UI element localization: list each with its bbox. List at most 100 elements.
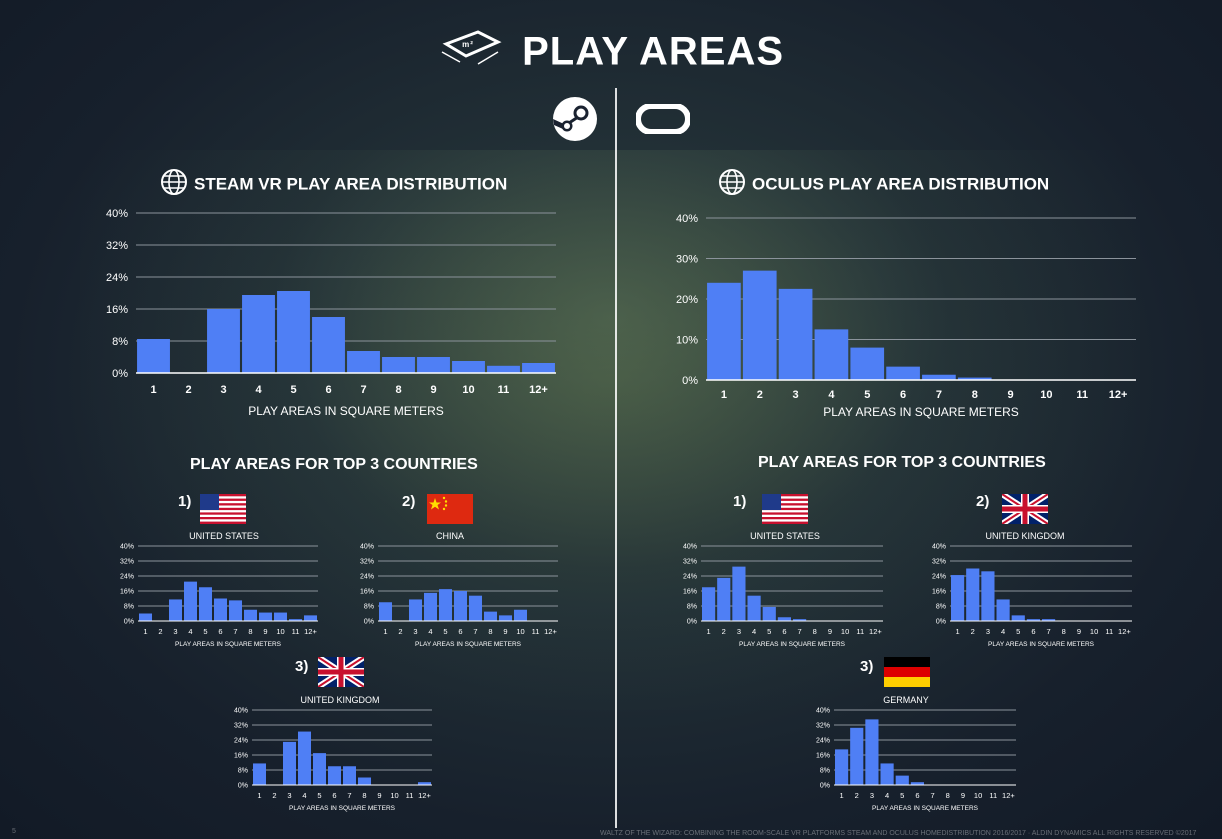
x-tick-label: 10 bbox=[516, 627, 524, 636]
x-tick-label: 5 bbox=[900, 791, 904, 800]
steam-country-2-rank: 2) bbox=[402, 493, 416, 510]
x-tick-label: 12+ bbox=[1002, 791, 1015, 800]
bar-1 bbox=[835, 749, 849, 785]
x-tick-label: 7 bbox=[930, 791, 934, 800]
x-tick-label: 4 bbox=[1001, 627, 1005, 636]
y-tick-label: 0% bbox=[124, 618, 134, 625]
x-tick-label: 4 bbox=[752, 627, 756, 636]
steam-cn-chart: 0% 8% 16% 24% 32% 40% 1 2 3 4 5 6 7 8 9 10 11 12+ PLAY ARE… bbox=[338, 540, 563, 655]
bar-1 bbox=[139, 613, 152, 621]
steam-us-chart-svg: 0% 8% 16% 24% 32% 40% 1 2 3 4 5 6 7 8 9 10 11 12+ PLAY ARE… bbox=[120, 543, 318, 648]
x-tick-label: 6 bbox=[332, 791, 336, 800]
x-tick-label: 2 bbox=[757, 389, 763, 401]
x-axis-label: PLAY AREAS IN SQUARE METERS bbox=[988, 641, 1095, 648]
x-tick-label: 3 bbox=[793, 389, 799, 401]
page-number: 5 bbox=[12, 828, 16, 835]
y-tick-label: 32% bbox=[932, 558, 946, 565]
x-tick-label: 9 bbox=[430, 384, 436, 396]
steam-country-1-name: UNITED STATES bbox=[189, 531, 259, 541]
y-tick-label: 40% bbox=[676, 213, 698, 225]
uk-flag bbox=[1000, 491, 1050, 529]
bar-4 bbox=[424, 592, 437, 621]
bar-6 bbox=[886, 366, 920, 380]
bar-6 bbox=[214, 598, 227, 621]
germany-flag bbox=[884, 657, 930, 692]
svg-text:m²: m² bbox=[462, 40, 474, 49]
x-tick-label: 1 bbox=[257, 791, 261, 800]
oculus-country-2-rank: 2) bbox=[976, 493, 990, 510]
x-tick-label: 11 bbox=[532, 627, 540, 636]
x-tick-label: 6 bbox=[458, 627, 462, 636]
y-tick-label: 0% bbox=[364, 618, 374, 625]
x-tick-label: 1 bbox=[721, 389, 727, 401]
bar-3 bbox=[865, 719, 879, 785]
x-tick-label: 3 bbox=[220, 384, 226, 396]
bar-9 bbox=[499, 615, 512, 621]
x-tick-label: 4 bbox=[302, 791, 306, 800]
y-tick-label: 0% bbox=[936, 618, 946, 625]
y-tick-label: 24% bbox=[816, 737, 830, 744]
bar-3 bbox=[778, 288, 813, 380]
steam-main-chart-svg: 0% 8% 16% 24% 32% 40% 1 2 3 4 5 6 7 8 9 10 11 12+ PLAY ARE… bbox=[106, 208, 556, 418]
x-axis-label: PLAY AREAS IN SQUARE METERS bbox=[823, 405, 1019, 419]
x-tick-label: 12+ bbox=[869, 627, 882, 636]
bar-1 bbox=[379, 602, 392, 621]
x-tick-label: 6 bbox=[915, 791, 919, 800]
us-flag bbox=[762, 494, 808, 529]
steam-cn-chart-svg: 0% 8% 16% 24% 32% 40% 1 2 3 4 5 6 7 8 9 10 11 12+ PLAY ARE… bbox=[360, 543, 558, 648]
bar-5 bbox=[762, 606, 776, 621]
x-tick-label: 2 bbox=[158, 627, 162, 636]
steam-uk-chart: 0% 8% 16% 24% 32% 40% 1 2 3 4 5 6 7 8 9 10 11 12+ PLAY ARE… bbox=[212, 704, 437, 819]
y-tick-label: 8% bbox=[820, 767, 830, 774]
x-tick-label: 10 bbox=[1090, 627, 1098, 636]
x-tick-label: 6 bbox=[1031, 627, 1035, 636]
x-tick-label: 3 bbox=[287, 791, 291, 800]
x-tick-label: 9 bbox=[377, 791, 381, 800]
steam-us-chart: 0% 8% 16% 24% 32% 40% 1 2 3 4 5 6 7 8 9 10 11 12+ PLAY ARE… bbox=[98, 540, 323, 655]
x-axis-label: PLAY AREAS IN SQUARE METERS bbox=[175, 641, 282, 648]
x-tick-label: 12+ bbox=[1109, 389, 1128, 401]
x-tick-label: 1 bbox=[706, 627, 710, 636]
bar-7 bbox=[229, 600, 242, 621]
bar-6 bbox=[777, 617, 791, 621]
oculus-us-chart-svg: 0% 8% 16% 24% 32% 40% 1 2 3 4 5 6 7 8 9 10 11 12+ PLAY ARE… bbox=[683, 543, 883, 648]
oculus-countries-title: PLAY AREAS FOR TOP 3 COUNTRIES bbox=[758, 454, 1046, 471]
bar-2 bbox=[850, 727, 864, 785]
x-tick-label: 7 bbox=[360, 384, 366, 396]
x-tick-label: 8 bbox=[362, 791, 366, 800]
x-tick-label: 1 bbox=[150, 384, 156, 396]
x-tick-label: 9 bbox=[1008, 389, 1014, 401]
x-tick-label: 9 bbox=[263, 627, 267, 636]
x-axis-label: PLAY AREAS IN SQUARE METERS bbox=[415, 641, 522, 648]
x-tick-label: 1 bbox=[839, 791, 843, 800]
bar-3 bbox=[409, 599, 422, 621]
x-tick-label: 12+ bbox=[544, 627, 557, 636]
bar-2 bbox=[717, 577, 731, 621]
bar-6 bbox=[454, 591, 467, 621]
x-tick-label: 11 bbox=[1076, 389, 1088, 401]
bar-10 bbox=[274, 612, 287, 621]
bar-1 bbox=[253, 763, 266, 785]
y-tick-label: 8% bbox=[936, 603, 946, 610]
bar-4 bbox=[814, 329, 849, 380]
y-tick-label: 0% bbox=[687, 618, 697, 625]
bar-6 bbox=[328, 766, 341, 785]
x-tick-label: 2 bbox=[971, 627, 975, 636]
y-tick-label: 40% bbox=[816, 707, 830, 714]
china-flag bbox=[427, 494, 473, 529]
x-tick-label: 9 bbox=[1077, 627, 1081, 636]
bar-5 bbox=[895, 775, 909, 785]
bar-5 bbox=[277, 291, 310, 373]
x-tick-label: 2 bbox=[722, 627, 726, 636]
x-tick-label: 8 bbox=[488, 627, 492, 636]
y-tick-label: 16% bbox=[932, 588, 946, 595]
steam-country-3-rank: 3) bbox=[295, 658, 309, 675]
x-tick-label: 6 bbox=[325, 384, 331, 396]
x-tick-label: 2 bbox=[398, 627, 402, 636]
y-tick-label: 24% bbox=[360, 573, 374, 580]
x-tick-label: 3 bbox=[737, 627, 741, 636]
x-axis-label: PLAY AREAS IN SQUARE METERS bbox=[872, 805, 979, 812]
x-tick-label: 4 bbox=[885, 791, 889, 800]
x-tick-label: 6 bbox=[218, 627, 222, 636]
oculus-de-chart: 0% 8% 16% 24% 32% 40% 1 2 3 4 5 6 7 8 9 10 11 12+ PLAY ARE… bbox=[789, 704, 1019, 819]
